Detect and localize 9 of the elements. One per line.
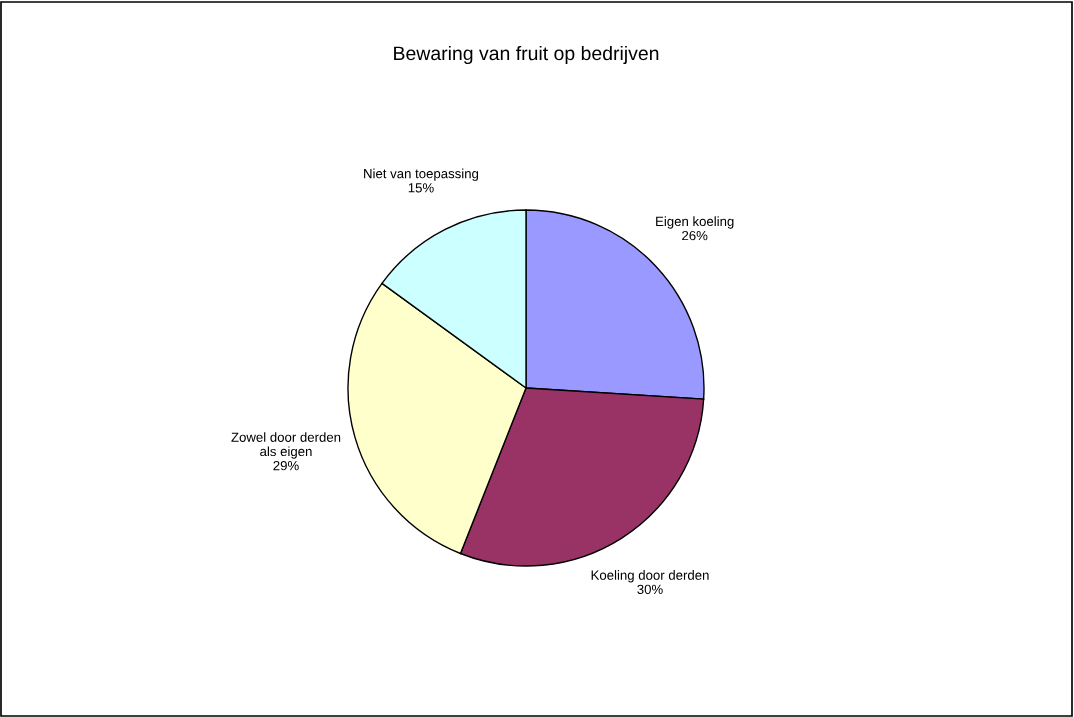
data-label: 30% bbox=[637, 584, 663, 595]
data-label: 26% bbox=[682, 230, 708, 241]
slice-label: Zowel door derden als eigen bbox=[231, 432, 341, 459]
slice-label: Eigen koeling bbox=[656, 216, 734, 229]
chart-title: Bewaring van fruit op bedrijven bbox=[394, 45, 659, 65]
slice-label: Koeling door derden bbox=[591, 570, 709, 583]
data-label: 15% bbox=[408, 183, 434, 193]
slice-label: Niet van toepassing bbox=[364, 168, 479, 181]
data-label: 29% bbox=[273, 460, 299, 471]
